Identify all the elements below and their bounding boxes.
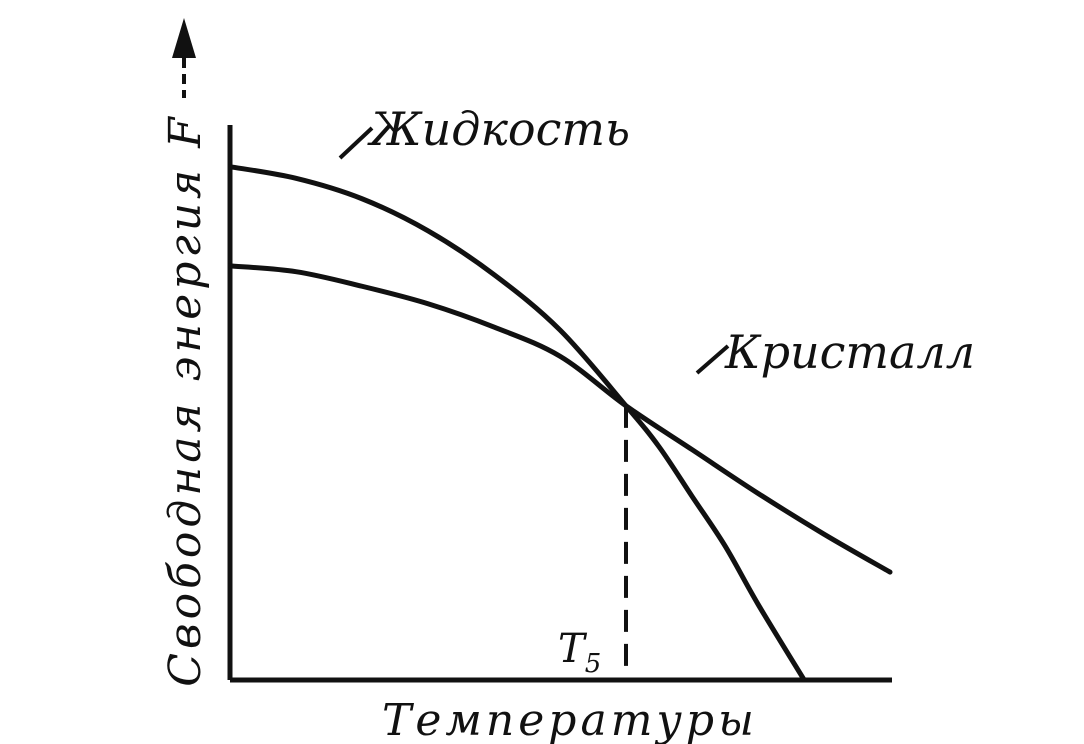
crystal-label-leader (695, 344, 730, 375)
series-label-liquid: Жидкость (367, 102, 630, 156)
series-label-crystal: Кристалл (724, 325, 975, 379)
tb-label: T5 (558, 626, 601, 679)
liquid-label-leader (338, 126, 374, 160)
x-axis-label: Температуры (382, 695, 758, 744)
series-line-liquid (227, 164, 807, 683)
series-line-crystal (227, 263, 893, 575)
series-layer (227, 164, 893, 683)
y-axis-label: Свободная энергия F (160, 113, 211, 686)
y-axis-arrow (172, 18, 196, 58)
